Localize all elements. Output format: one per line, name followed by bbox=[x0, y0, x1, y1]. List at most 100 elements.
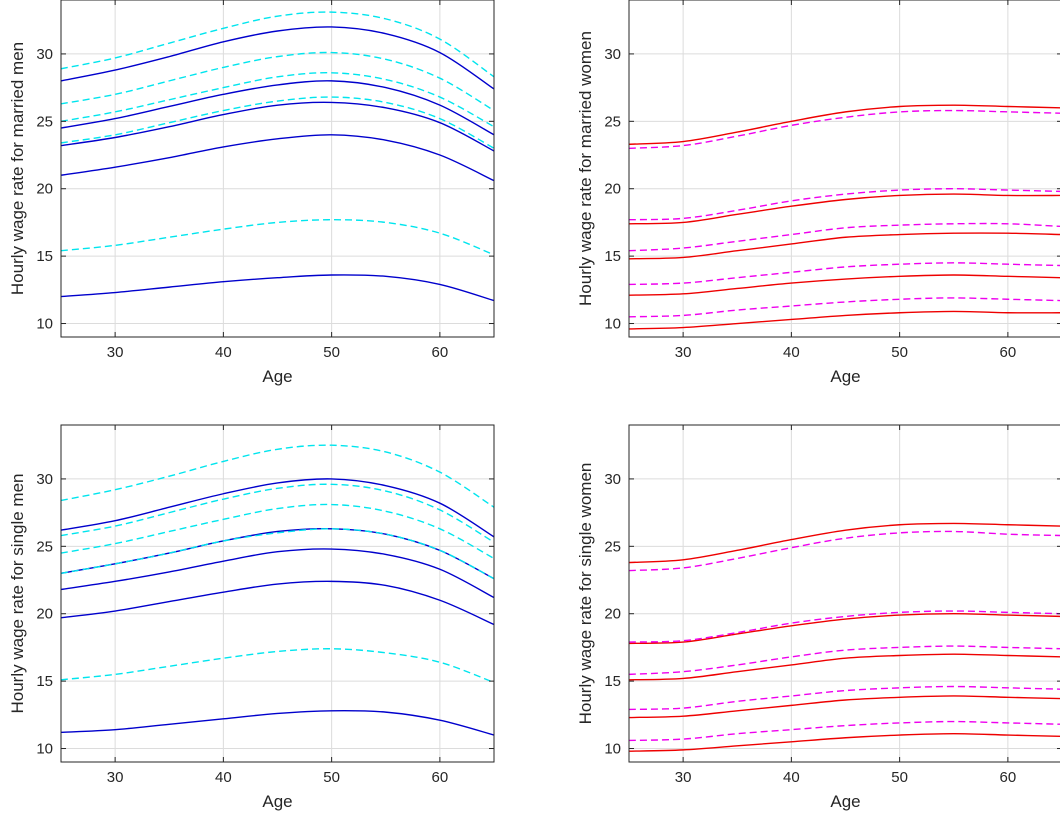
plot-area bbox=[629, 425, 1060, 762]
series-line-solid-5 bbox=[629, 522, 1060, 564]
plot-area bbox=[61, 0, 494, 337]
series-line-solid-2 bbox=[61, 580, 494, 626]
x-tick-label: 60 bbox=[1000, 344, 1017, 361]
series-line-dashed-6 bbox=[629, 297, 1060, 318]
x-tick-label: 40 bbox=[783, 344, 800, 361]
x-tick-label: 60 bbox=[432, 344, 449, 361]
series-line-dashed-8 bbox=[629, 645, 1060, 676]
series-line-dashed-8 bbox=[629, 222, 1060, 252]
series-line-dashed-8 bbox=[61, 72, 494, 128]
x-axis-label: Age bbox=[262, 792, 292, 811]
panel-married-women: 30 40 50 60 10 15 20 25 30 Age Hourly wage rate fo… bbox=[576, 0, 1060, 386]
x-tick-label: 40 bbox=[215, 344, 232, 361]
series-line-dashed-6 bbox=[61, 648, 494, 684]
x-tick-label: 30 bbox=[107, 344, 124, 361]
series-line-dashed-9 bbox=[61, 483, 494, 543]
x-tick-label: 50 bbox=[323, 344, 340, 361]
x-axis-label: Age bbox=[262, 367, 292, 386]
series-line-dashed-7 bbox=[61, 528, 494, 580]
series-line-dashed-10 bbox=[61, 444, 494, 508]
y-tick-label: 25 bbox=[36, 538, 53, 555]
plot-area bbox=[61, 425, 494, 762]
y-tick-label: 30 bbox=[604, 471, 621, 488]
y-tick-label: 10 bbox=[36, 741, 53, 758]
x-tick-label: 50 bbox=[891, 344, 908, 361]
y-tick-label: 30 bbox=[36, 46, 53, 63]
y-tick-label: 25 bbox=[36, 113, 53, 130]
y-tick-label: 20 bbox=[604, 606, 621, 623]
series-line-solid-5 bbox=[629, 104, 1060, 145]
series-line-solid-2 bbox=[629, 274, 1060, 296]
series-line-dashed-10 bbox=[629, 530, 1060, 572]
y-axis-label: Hourly wage rate for married women bbox=[576, 31, 595, 306]
series-line-solid-1 bbox=[629, 310, 1060, 330]
series-line-solid-5 bbox=[61, 26, 494, 90]
series-line-dashed-8 bbox=[61, 503, 494, 560]
x-tick-label: 40 bbox=[215, 769, 232, 786]
axes-box bbox=[628, 0, 1060, 338]
y-tick-label: 30 bbox=[604, 46, 621, 63]
x-tick-label: 60 bbox=[1000, 769, 1017, 786]
y-tick-label: 10 bbox=[604, 316, 621, 333]
axes-box bbox=[60, 0, 495, 338]
series-line-dashed-6 bbox=[629, 720, 1060, 742]
series-line-dashed-9 bbox=[629, 188, 1060, 221]
y-axis-label: Hourly wage rate for married men bbox=[8, 42, 27, 295]
series-line-solid-1 bbox=[61, 274, 494, 302]
series-line-dashed-7 bbox=[629, 685, 1060, 711]
series-line-solid-4 bbox=[629, 613, 1060, 645]
series-line-solid-1 bbox=[61, 709, 494, 736]
x-tick-label: 40 bbox=[783, 769, 800, 786]
series-line-dashed-10 bbox=[61, 11, 494, 78]
y-tick-label: 25 bbox=[604, 113, 621, 130]
y-tick-label: 15 bbox=[36, 673, 53, 690]
series-line-dashed-9 bbox=[61, 51, 494, 112]
series-line-dashed-7 bbox=[61, 96, 494, 149]
series-group bbox=[61, 11, 494, 302]
y-tick-label: 15 bbox=[604, 673, 621, 690]
y-tick-label: 20 bbox=[604, 181, 621, 198]
panel-single-men: 30 40 50 60 10 15 20 25 30 Age Hourly wage rate fo… bbox=[8, 424, 495, 811]
series-group bbox=[61, 444, 494, 736]
axes-box bbox=[60, 424, 495, 763]
plot-area bbox=[629, 0, 1060, 337]
panel-single-women: 30 40 50 60 10 15 20 25 30 Age Hourly wage rate fo… bbox=[576, 424, 1060, 811]
series-line-solid-2 bbox=[629, 695, 1060, 719]
x-tick-label: 30 bbox=[107, 769, 124, 786]
x-tick-label: 50 bbox=[323, 769, 340, 786]
series-group bbox=[629, 104, 1060, 330]
panel-married-men: 30 40 50 60 10 15 20 25 30 Age Hourly wage rate fo… bbox=[8, 0, 495, 386]
y-axis-label: Hourly wage rate for single men bbox=[8, 473, 27, 713]
y-tick-label: 15 bbox=[604, 248, 621, 265]
y-tick-label: 20 bbox=[36, 181, 53, 198]
series-line-solid-3 bbox=[61, 548, 494, 599]
series-line-solid-1 bbox=[629, 732, 1060, 752]
series-line-solid-4 bbox=[61, 80, 494, 136]
series-line-dashed-7 bbox=[629, 262, 1060, 286]
y-tick-label: 25 bbox=[604, 538, 621, 555]
series-line-solid-4 bbox=[629, 193, 1060, 225]
y-tick-label: 10 bbox=[604, 741, 621, 758]
series-line-solid-5 bbox=[61, 478, 494, 538]
y-tick-label: 15 bbox=[36, 248, 53, 265]
x-tick-label: 30 bbox=[675, 344, 692, 361]
series-line-dashed-10 bbox=[629, 109, 1060, 149]
y-axis-label: Hourly wage rate for single women bbox=[576, 463, 595, 725]
series-line-dashed-9 bbox=[629, 610, 1060, 643]
series-line-solid-3 bbox=[61, 101, 494, 152]
y-tick-label: 10 bbox=[36, 316, 53, 333]
series-line-solid-3 bbox=[629, 232, 1060, 260]
y-tick-label: 20 bbox=[36, 606, 53, 623]
x-axis-label: Age bbox=[830, 367, 860, 386]
series-group bbox=[629, 522, 1060, 752]
series-line-solid-2 bbox=[61, 134, 494, 182]
x-tick-label: 30 bbox=[675, 769, 692, 786]
x-axis-label: Age bbox=[830, 792, 860, 811]
y-tick-label: 30 bbox=[36, 471, 53, 488]
series-line-solid-3 bbox=[629, 653, 1060, 681]
series-line-dashed-6 bbox=[61, 219, 494, 256]
x-tick-label: 50 bbox=[891, 769, 908, 786]
x-tick-label: 60 bbox=[432, 769, 449, 786]
axes-box bbox=[628, 424, 1060, 763]
